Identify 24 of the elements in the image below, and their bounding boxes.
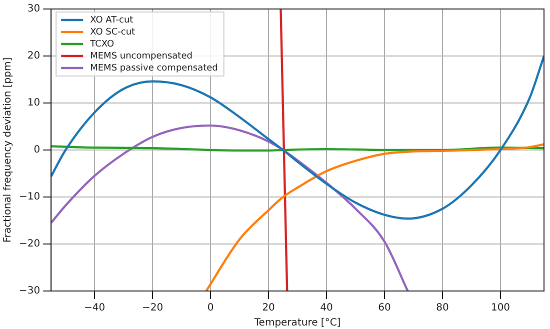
legend-label: TCXO (89, 39, 114, 50)
y-tick-label: 30 (27, 4, 40, 15)
line-series (205, 143, 544, 291)
x-tick-label: −20 (142, 302, 164, 314)
legend-label: XO AT-cut (90, 15, 134, 26)
line-series (51, 124, 409, 291)
x-tick-label: 80 (436, 302, 449, 314)
y-tick-label: −30 (18, 286, 40, 297)
legend-label: MEMS passive compensated (90, 63, 218, 74)
y-tick-label: 20 (27, 50, 40, 62)
x-axis-title: Temperature [°C] (253, 318, 341, 329)
legend-label: MEMS uncompensated (90, 51, 192, 62)
y-tick-label: 0 (34, 144, 40, 156)
x-tick-label: 100 (490, 302, 510, 314)
legend-label: XO SC-cut (90, 27, 136, 38)
y-tick-label: −20 (18, 238, 40, 250)
x-tick-label: 40 (320, 302, 333, 314)
x-tick-label: 60 (378, 302, 391, 314)
y-tick-label: −10 (18, 192, 40, 203)
x-tick-label: 20 (262, 302, 275, 314)
x-tick-label: 0 (207, 302, 214, 314)
y-tick-label: 10 (27, 98, 40, 109)
x-tick-label: −40 (84, 302, 106, 314)
y-axis-title: Fractional frequency deviation [ppm] (2, 57, 14, 243)
